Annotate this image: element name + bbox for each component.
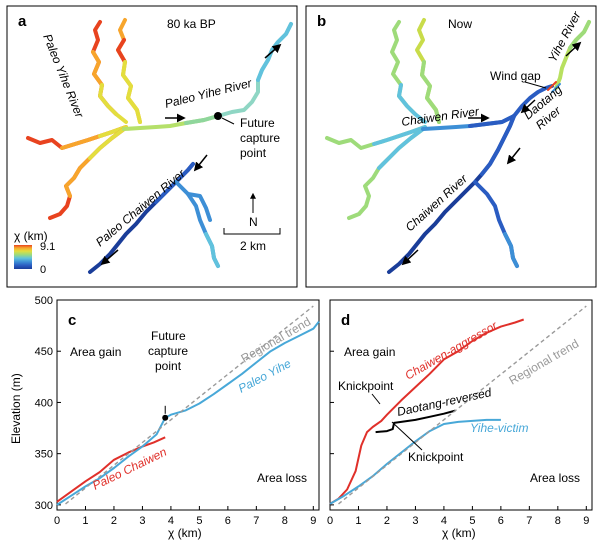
x-tick-label: 3 xyxy=(139,515,145,527)
panel-d-label: d xyxy=(341,312,350,329)
x-tick-label: 5 xyxy=(196,515,202,527)
series-line-paleo-chaiwen xyxy=(56,436,166,503)
legend-max: 9.1 xyxy=(40,241,55,253)
panel-b-label: b xyxy=(317,13,326,30)
flow-arrow-b2 xyxy=(565,41,582,57)
series-line-regional-trend xyxy=(338,305,587,505)
x-tick-label: 0 xyxy=(327,515,333,527)
knickpoint-pointer-top xyxy=(371,393,381,405)
x-tick-label: 9 xyxy=(310,515,316,527)
panel-a-frame xyxy=(6,5,298,288)
x-tick-label: 1 xyxy=(82,515,88,527)
x-tick-label: 8 xyxy=(282,515,288,527)
panel-d-x-axis: 0 1 2 3 4 5 6 7 8 9 xyxy=(327,506,589,527)
panel-b-time: Now xyxy=(448,17,472,31)
panel-a: a 80 ka BP xyxy=(6,5,298,288)
panel-c: c 300 350 400 450 500 0 1 2 3 4 5 6 7 8 9 Elevation (… xyxy=(9,295,320,540)
x-tick-label: 2 xyxy=(111,515,117,527)
y-tick-label: 450 xyxy=(35,346,53,358)
capture-point-marker xyxy=(214,112,222,120)
capture-label-line2: capture xyxy=(240,131,280,145)
series-line-paleo-yihe xyxy=(56,320,320,506)
flow-arrow-b3 xyxy=(520,99,536,114)
x-tick-label: 7 xyxy=(526,515,532,527)
panel-c-x-axis-label: χ (km) xyxy=(168,526,202,540)
panel-c-capture-line3: point xyxy=(155,359,182,373)
capture-point-dot xyxy=(162,414,169,421)
panel-d-y-ticks xyxy=(330,299,334,506)
river-b-daotang xyxy=(512,84,554,118)
panel-d-area-loss: Area loss xyxy=(530,471,580,485)
panel-c-x-axis: 0 1 2 3 4 5 6 7 8 9 xyxy=(54,506,316,527)
y-tick-label: 300 xyxy=(35,500,53,512)
capture-label-line3: point xyxy=(240,146,267,160)
flow-arrow-b4 xyxy=(506,147,521,165)
panel-c-area-loss: Area loss xyxy=(257,471,307,485)
flow-arrow-a2 xyxy=(264,43,282,59)
panel-c-label: c xyxy=(68,312,76,329)
north-label: N xyxy=(249,215,258,229)
panel-d-series xyxy=(329,305,587,505)
panel-b-rivers xyxy=(325,18,591,274)
wind-gap-marker xyxy=(547,81,557,91)
panel-d-area-gain: Area gain xyxy=(344,345,395,359)
y-axis-label: Elevation (m) xyxy=(9,373,23,444)
x-tick-label: 6 xyxy=(225,515,231,527)
x-tick-label: 7 xyxy=(253,515,259,527)
flow-arrow-a4 xyxy=(100,249,119,266)
panel-b-frame xyxy=(305,5,597,288)
wind-gap-label: Wind gap xyxy=(490,69,541,83)
panel-d-x-axis-label: χ (km) xyxy=(442,526,476,540)
x-tick-label: 1 xyxy=(355,515,361,527)
series-line-yihe-victim xyxy=(329,418,501,505)
series-line-chaiwen-aggressor xyxy=(329,318,525,505)
series-line-regional-trend xyxy=(65,305,314,505)
panel-c-capture-line1: Future xyxy=(151,329,186,343)
panel-b: b Now xyxy=(305,5,597,288)
x-tick-label: 0 xyxy=(54,515,60,527)
x-tick-label: 5 xyxy=(469,515,475,527)
panel-c-capture-line2: capture xyxy=(148,344,188,358)
capture-label-line1: Future xyxy=(240,116,275,130)
panel-d-label-yihe: Yihe-victim xyxy=(470,421,528,435)
panel-a-time: 80 ka BP xyxy=(167,17,216,31)
legend-colorbar xyxy=(14,245,32,269)
y-tick-label: 500 xyxy=(35,295,53,307)
panel-c-area-gain: Area gain xyxy=(70,345,121,359)
panel-a-rivers xyxy=(26,18,293,274)
x-tick-label: 9 xyxy=(583,515,589,527)
x-tick-label: 4 xyxy=(168,515,174,527)
scale-bar xyxy=(223,228,281,235)
panel-a-label: a xyxy=(18,13,27,30)
x-tick-label: 6 xyxy=(498,515,504,527)
panel-d-knickpoint-top: Knickpoint xyxy=(338,379,394,393)
x-tick-label: 3 xyxy=(412,515,418,527)
x-tick-label: 2 xyxy=(384,515,390,527)
panel-c-y-axis: 300 350 400 450 500 xyxy=(35,295,61,512)
legend-title: χ (km) xyxy=(14,229,48,243)
panel-c-series xyxy=(56,305,320,506)
x-tick-label: 4 xyxy=(441,515,447,527)
scale-label: 2 km xyxy=(240,239,266,253)
panel-d-knickpoint-bottom: Knickpoint xyxy=(408,450,464,464)
legend-min: 0 xyxy=(40,264,46,276)
x-tick-label: 8 xyxy=(555,515,561,527)
y-tick-label: 350 xyxy=(35,449,53,461)
y-tick-label: 400 xyxy=(35,397,53,409)
knickpoint-pointer-bottom xyxy=(391,421,423,451)
series-line-daotang-reversed xyxy=(375,409,456,434)
flow-arrow-a3 xyxy=(193,154,208,172)
flow-arrow-b5 xyxy=(401,249,419,266)
